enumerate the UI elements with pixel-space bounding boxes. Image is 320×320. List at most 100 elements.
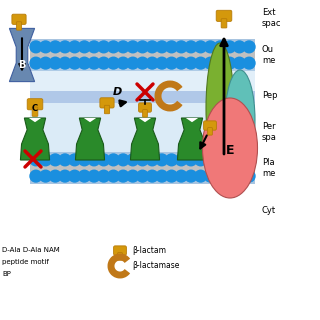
Circle shape [69,41,81,53]
Circle shape [156,154,168,166]
Circle shape [234,154,245,166]
Circle shape [175,170,187,182]
Circle shape [127,41,139,53]
Circle shape [243,170,255,182]
Circle shape [214,154,226,166]
Circle shape [78,41,90,53]
Polygon shape [20,118,50,160]
Circle shape [49,154,61,166]
Bar [30,91,255,103]
Circle shape [166,41,178,53]
Circle shape [137,41,148,53]
Circle shape [146,57,158,69]
Circle shape [195,170,206,182]
Circle shape [156,170,168,182]
Ellipse shape [225,70,255,170]
Circle shape [185,57,197,69]
Circle shape [214,170,226,182]
Circle shape [214,57,226,69]
Circle shape [40,154,52,166]
Circle shape [243,57,255,69]
Circle shape [59,41,71,53]
Circle shape [59,170,71,182]
Text: Cyt: Cyt [262,205,276,214]
FancyBboxPatch shape [32,107,38,116]
Circle shape [98,41,110,53]
Circle shape [127,154,139,166]
Circle shape [146,154,158,166]
Circle shape [30,154,42,166]
Circle shape [59,57,71,69]
Text: β-lactamase: β-lactamase [132,261,180,270]
Circle shape [185,154,197,166]
Circle shape [137,154,148,166]
Polygon shape [29,118,41,122]
Text: peptide motif: peptide motif [2,259,49,265]
Circle shape [195,154,206,166]
Circle shape [156,41,168,53]
Circle shape [224,41,236,53]
Circle shape [195,41,206,53]
Circle shape [88,57,100,69]
Circle shape [204,170,216,182]
FancyBboxPatch shape [216,10,232,21]
Text: D: D [112,87,122,97]
FancyBboxPatch shape [114,246,126,255]
Circle shape [69,57,81,69]
Circle shape [195,57,206,69]
Polygon shape [76,118,105,160]
FancyBboxPatch shape [16,22,22,30]
Circle shape [117,170,129,182]
Text: Ext
spac: Ext spac [262,8,282,28]
Text: Pla
me: Pla me [262,158,276,178]
FancyBboxPatch shape [221,19,227,28]
Polygon shape [84,118,96,122]
Circle shape [108,57,119,69]
Circle shape [243,154,255,166]
Text: Pep: Pep [262,91,277,100]
Bar [30,47,255,63]
Circle shape [166,57,178,69]
FancyBboxPatch shape [27,99,43,110]
Circle shape [49,41,61,53]
Circle shape [137,57,148,69]
Circle shape [234,41,245,53]
Circle shape [49,170,61,182]
Circle shape [175,57,187,69]
Circle shape [137,170,148,182]
FancyBboxPatch shape [139,103,151,112]
Text: BP: BP [2,271,11,277]
Bar [30,160,255,176]
Bar [30,152,255,184]
Circle shape [214,41,226,53]
Circle shape [40,41,52,53]
Circle shape [49,57,61,69]
FancyBboxPatch shape [12,14,26,24]
Circle shape [78,154,90,166]
Circle shape [224,57,236,69]
Circle shape [146,41,158,53]
Circle shape [185,41,197,53]
Circle shape [243,41,255,53]
Circle shape [98,170,110,182]
Circle shape [204,57,216,69]
Ellipse shape [206,43,234,173]
FancyBboxPatch shape [204,121,216,130]
Circle shape [30,57,42,69]
Circle shape [175,41,187,53]
FancyBboxPatch shape [208,128,212,135]
Circle shape [117,154,129,166]
Circle shape [98,57,110,69]
Polygon shape [186,118,198,122]
Circle shape [224,154,236,166]
Circle shape [98,154,110,166]
Circle shape [30,41,42,53]
FancyBboxPatch shape [100,98,114,108]
Polygon shape [139,118,151,122]
Circle shape [108,154,119,166]
Bar [30,69,255,91]
Circle shape [175,154,187,166]
Circle shape [88,154,100,166]
Bar [30,39,255,71]
Circle shape [166,154,178,166]
